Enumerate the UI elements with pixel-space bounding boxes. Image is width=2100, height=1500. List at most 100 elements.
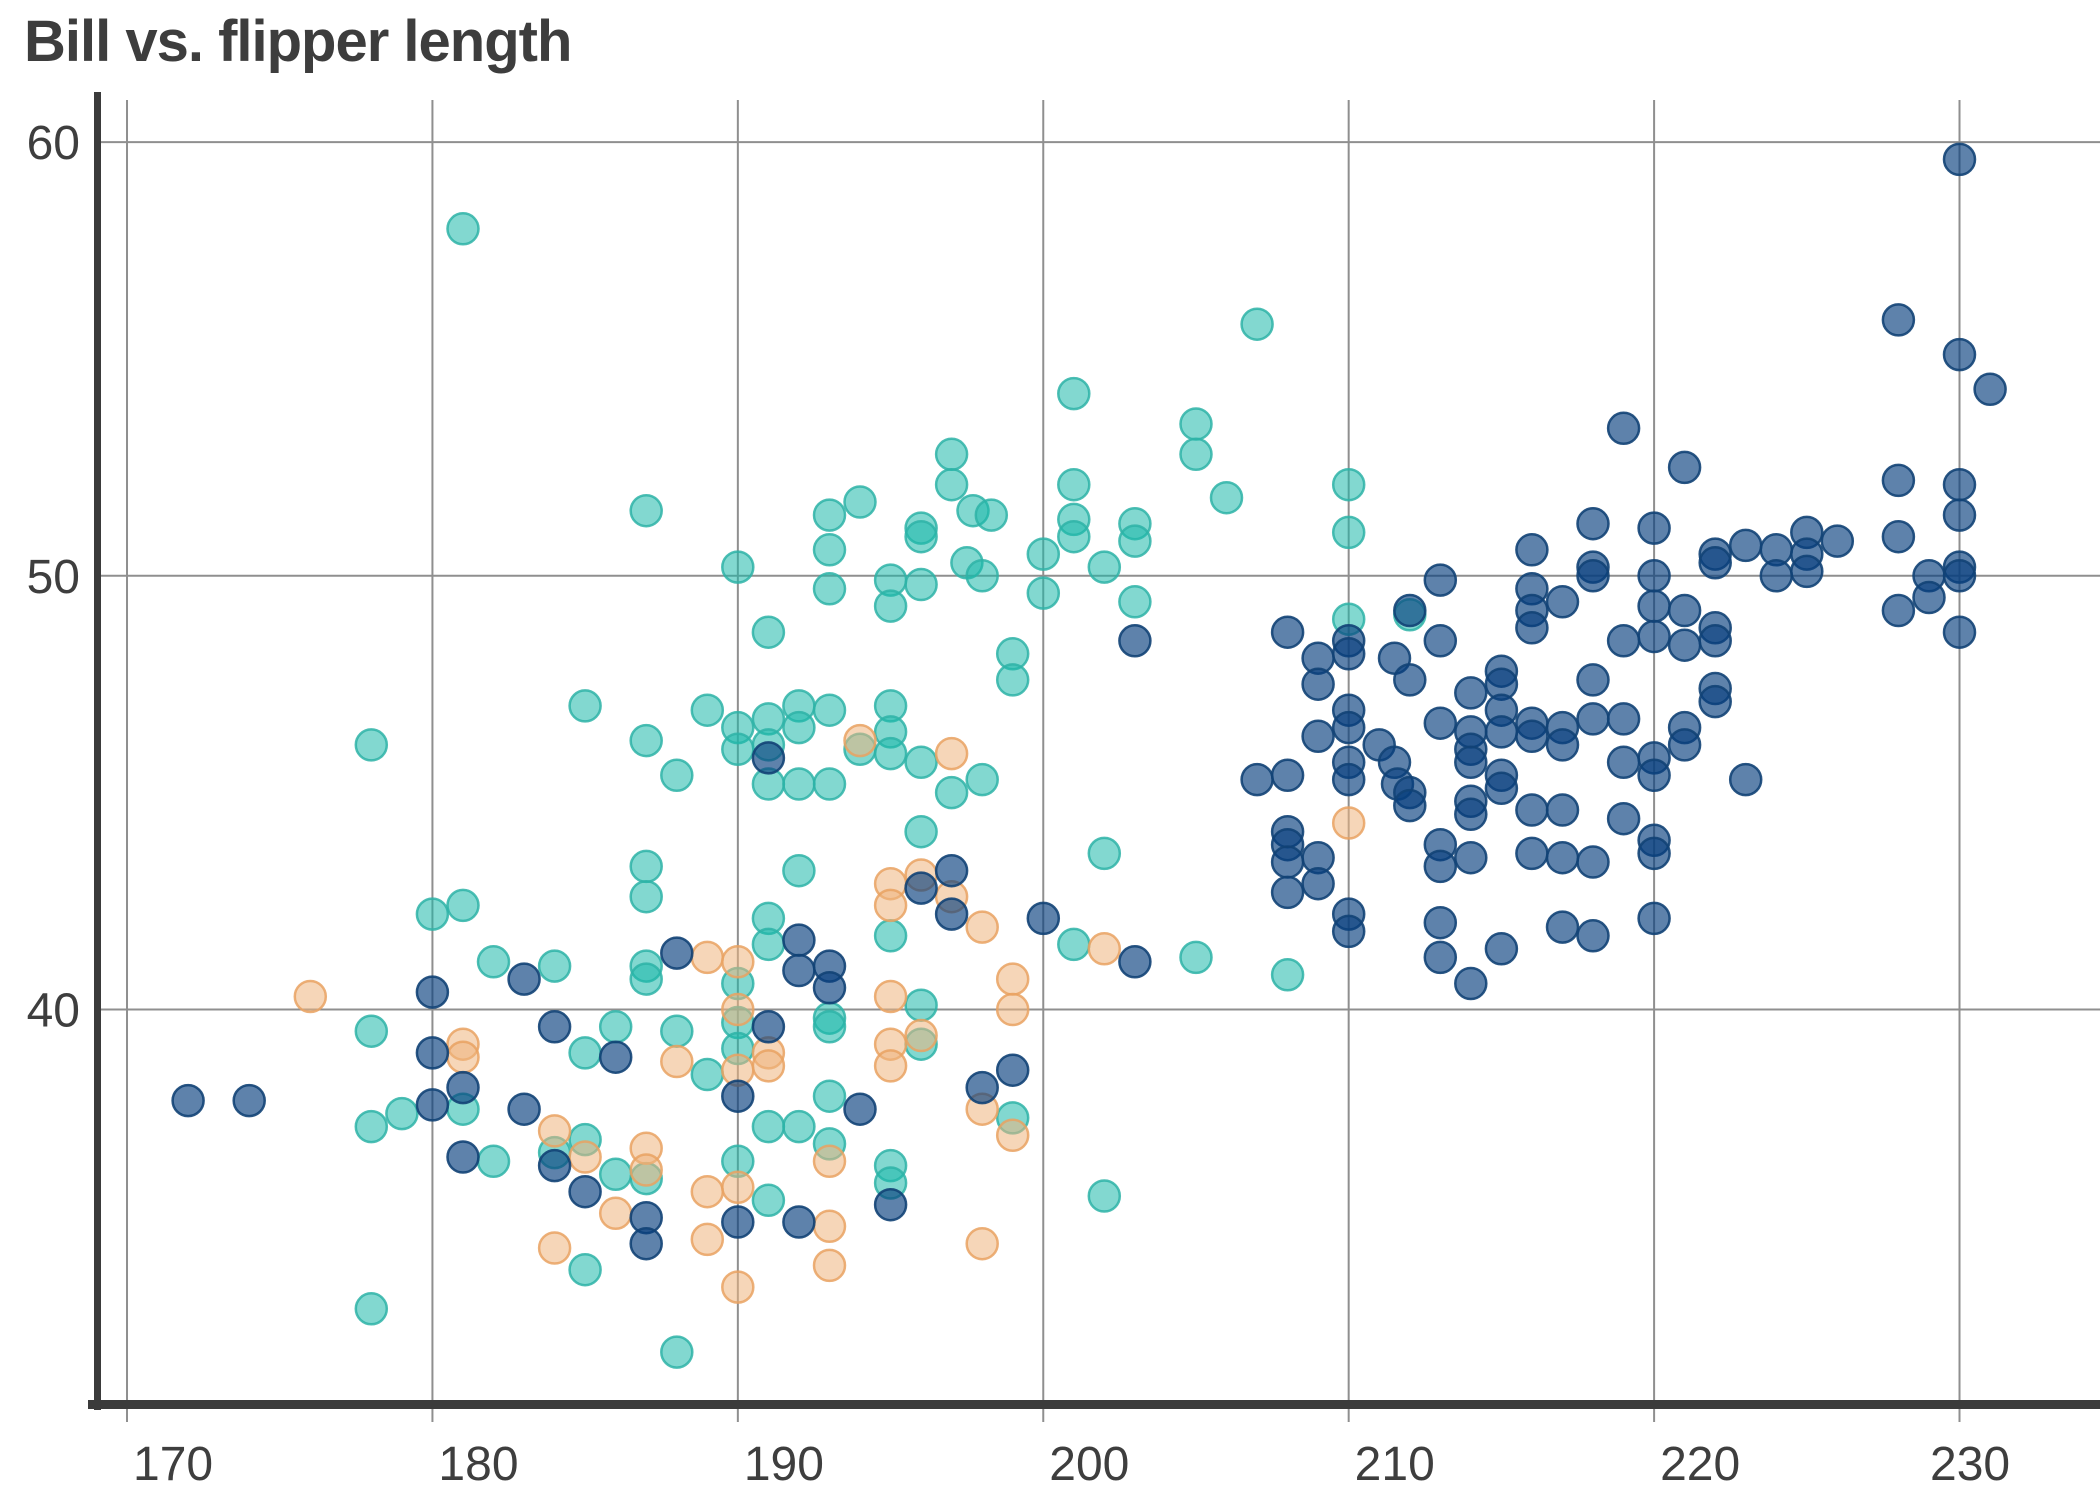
data-point	[1393, 788, 1427, 823]
data-point	[1759, 559, 1794, 593]
data-point	[873, 888, 908, 923]
y-tick-label-50: 50	[27, 551, 80, 604]
data-point	[1026, 576, 1061, 610]
data-point	[934, 853, 969, 888]
y-axis-spine	[94, 92, 101, 1410]
data-point	[1179, 940, 1213, 975]
data-point	[415, 897, 450, 931]
data-point	[873, 589, 908, 623]
data-point	[1087, 550, 1122, 584]
data-point	[1973, 372, 2007, 407]
data-point	[568, 1036, 602, 1070]
data-point	[1667, 628, 1702, 662]
data-point	[965, 1226, 999, 1261]
data-point	[721, 550, 755, 584]
data-point	[690, 1057, 725, 1092]
data-point	[629, 879, 663, 914]
data-point	[1026, 537, 1061, 571]
data-point	[965, 1070, 999, 1105]
data-point	[812, 1010, 847, 1044]
data-point	[751, 927, 786, 962]
data-point	[1576, 559, 1610, 593]
data-point	[1881, 303, 1916, 337]
data-point	[568, 1252, 602, 1287]
data-point	[690, 1222, 725, 1257]
data-point	[629, 1153, 663, 1187]
data-point	[751, 615, 786, 649]
data-point	[1118, 524, 1152, 558]
data-point	[1576, 506, 1610, 541]
data-point	[1545, 840, 1580, 875]
data-point	[629, 962, 663, 996]
data-point	[1606, 702, 1641, 736]
x-tick-label-210: 210	[1355, 1438, 1435, 1491]
data-point	[751, 1049, 786, 1083]
data-point	[1515, 611, 1549, 645]
data-point	[1881, 463, 1916, 498]
data-point	[904, 745, 938, 780]
data-point	[995, 992, 1030, 1027]
data-point	[965, 910, 999, 944]
data-point	[690, 940, 725, 975]
data-point	[1576, 845, 1610, 879]
data-point	[1179, 437, 1213, 472]
data-point	[1515, 533, 1549, 567]
data-point	[598, 1010, 633, 1044]
data-point	[1301, 719, 1335, 754]
data-point	[568, 1140, 602, 1174]
data-point	[904, 519, 938, 554]
data-point	[904, 871, 938, 905]
data-point	[1728, 528, 1763, 563]
data-point	[507, 1092, 541, 1126]
data-point	[965, 762, 999, 797]
series-peach	[293, 723, 1366, 1304]
data-point	[1576, 702, 1610, 736]
data-point	[904, 988, 938, 1022]
data-point	[1270, 958, 1305, 992]
data-point	[598, 1157, 633, 1192]
data-point	[751, 1109, 786, 1144]
data-point	[1331, 806, 1366, 840]
data-point	[1637, 758, 1671, 793]
data-point	[660, 936, 694, 970]
data-point	[354, 728, 389, 762]
data-point	[995, 663, 1030, 697]
data-point	[1057, 519, 1091, 554]
data-point	[415, 1036, 450, 1070]
data-point	[446, 1140, 480, 1174]
data-point	[1667, 450, 1702, 485]
data-point	[1545, 910, 1580, 944]
data-point	[1209, 480, 1244, 515]
x-tick-label-190: 190	[744, 1438, 824, 1491]
data-point	[1423, 706, 1458, 740]
data-point	[1515, 836, 1549, 871]
data-point	[721, 732, 755, 767]
data-point	[934, 736, 969, 771]
data-point	[660, 1014, 694, 1048]
data-point	[812, 1209, 847, 1244]
data-point	[629, 723, 663, 758]
data-point	[1301, 667, 1335, 701]
data-point	[446, 1070, 480, 1105]
data-point	[1331, 515, 1366, 550]
data-point	[1423, 624, 1458, 658]
data-point	[1545, 585, 1580, 619]
data-point	[690, 693, 725, 727]
data-point	[934, 467, 969, 502]
data-point	[293, 979, 328, 1014]
data-point	[537, 1114, 572, 1148]
data-point	[721, 992, 755, 1027]
data-point	[812, 1248, 847, 1283]
data-point	[629, 1226, 663, 1261]
data-point	[568, 1174, 602, 1209]
data-point	[782, 1109, 816, 1144]
data-point	[782, 953, 816, 988]
data-point	[446, 888, 480, 923]
data-point	[1331, 914, 1366, 949]
data-point	[1331, 637, 1366, 671]
data-point	[537, 1148, 572, 1183]
data-point	[751, 1010, 786, 1044]
data-point	[568, 689, 602, 723]
data-point	[598, 1040, 633, 1074]
